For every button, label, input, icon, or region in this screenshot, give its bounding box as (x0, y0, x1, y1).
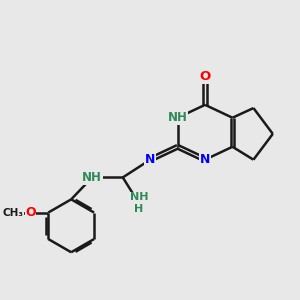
Text: O: O (25, 206, 36, 219)
Text: NH: NH (82, 171, 102, 184)
Text: N: N (145, 153, 155, 166)
Text: NH
H: NH H (130, 192, 148, 214)
Text: CH₃: CH₃ (2, 208, 23, 218)
Text: NH: NH (168, 111, 188, 124)
Text: N: N (200, 153, 210, 166)
Text: O: O (200, 70, 211, 83)
